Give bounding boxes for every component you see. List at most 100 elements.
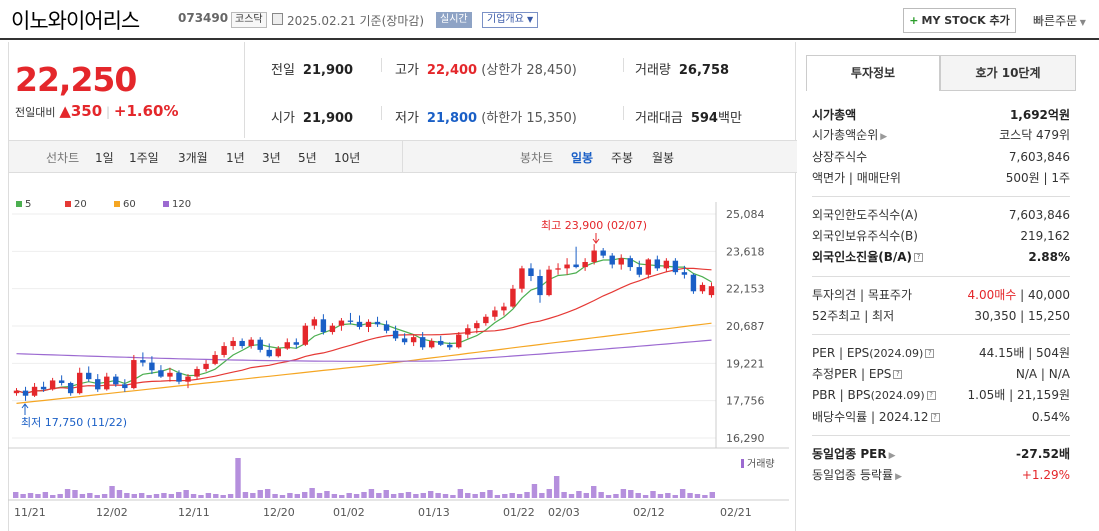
volume-bar xyxy=(672,495,678,498)
volume-bar xyxy=(64,489,71,498)
y-tick-label: 19,221 xyxy=(726,357,765,370)
candle-daily[interactable]: 일봉 xyxy=(571,151,594,165)
calendar-icon xyxy=(272,13,283,25)
volume-bar xyxy=(657,494,664,498)
candle-body xyxy=(654,259,661,269)
ma20-line xyxy=(16,267,712,394)
candle-body xyxy=(708,286,715,296)
volume-bar xyxy=(287,493,293,498)
chart-legend: 5 20 60 120 xyxy=(16,199,191,210)
help-icon: ? xyxy=(926,391,936,400)
candle-weekly[interactable]: 주봉 xyxy=(611,151,634,165)
legend-label: 20 xyxy=(74,199,87,210)
candle-body xyxy=(501,306,507,311)
period-10y[interactable]: 10년 xyxy=(334,151,361,165)
candle-body xyxy=(329,325,336,333)
volume-bar xyxy=(242,492,249,498)
opinion-row: 투자의견 | 목표주가 4.00매수 | 40,000 xyxy=(812,288,1070,302)
help-icon: ? xyxy=(930,413,940,422)
open-price: 시가 21,900 xyxy=(271,111,354,126)
period-5y[interactable]: 5년 xyxy=(298,151,317,165)
candle-body xyxy=(95,379,101,390)
volume-bar xyxy=(153,494,160,498)
volume-bar xyxy=(591,486,597,498)
volume-bar xyxy=(339,495,345,498)
candle-body xyxy=(293,342,300,345)
help-icon: ? xyxy=(914,253,924,262)
ma120-line xyxy=(16,339,712,362)
volume-bar xyxy=(42,492,49,498)
chart-panel: 22,250 전일대비 ▲350 | +1.60% 전일 21,900 고가 22,… xyxy=(8,42,797,531)
volume-bar xyxy=(709,492,715,498)
tab-invest-info[interactable]: 투자정보 xyxy=(806,55,940,91)
chevron-right-icon: ▶ xyxy=(895,472,903,482)
candle-body xyxy=(699,284,706,292)
info-tabs: 투자정보 호가 10단계 xyxy=(806,55,1076,91)
volume-bar xyxy=(420,493,426,498)
volume-bar xyxy=(390,494,397,498)
add-mystock-button[interactable]: + MY STOCK 추가 xyxy=(903,8,1016,33)
volume-bar xyxy=(398,493,404,498)
candle-monthly[interactable]: 월봉 xyxy=(652,151,675,165)
volume-bar xyxy=(694,494,701,498)
quick-order-button[interactable]: 빠른주문 ▼ xyxy=(1033,12,1086,29)
volume-bar xyxy=(457,489,464,498)
candle-body xyxy=(266,349,272,357)
volume-bar xyxy=(138,493,145,498)
candle-body xyxy=(546,269,552,296)
corp-overview-dropdown[interactable]: 기업개요 ▼ xyxy=(482,12,539,28)
sector-rate-row: 동일업종 등락률 ▶ +1.29% xyxy=(812,468,1070,482)
volume-bar xyxy=(87,493,93,498)
candle-body xyxy=(392,330,399,339)
volume-bar xyxy=(35,494,41,498)
current-price-box: 22,250 전일대비 ▲350 | +1.60% xyxy=(9,42,245,138)
candle-body xyxy=(194,368,200,377)
candle-body xyxy=(519,268,525,289)
candle-body xyxy=(248,339,254,347)
volume-bar xyxy=(79,494,86,498)
x-tick-label: 02/12 xyxy=(633,506,665,519)
volume-bar xyxy=(176,492,182,498)
candle-body xyxy=(537,275,543,296)
candle-body xyxy=(428,340,435,348)
change-label: 전일대비 xyxy=(15,106,56,119)
volume-bar xyxy=(531,484,538,498)
realtime-button[interactable]: 실시간 xyxy=(436,12,472,28)
period-3m[interactable]: 3개월 xyxy=(178,151,208,165)
foreign-rate-row: 외국인소진율(B/A)? 2.88% xyxy=(812,250,1070,264)
tab-orderbook[interactable]: 호가 10단계 xyxy=(940,55,1076,91)
foreign-limit-row: 외국인한도주식수(A) 7,603,846 xyxy=(812,208,1070,222)
volume: 거래량 26,758 xyxy=(635,63,730,78)
sector-per-row: 동일업종 PER ▶ -27.52배 xyxy=(812,447,1070,461)
period-3y[interactable]: 3년 xyxy=(262,151,281,165)
trade-amount: 거래대금 594백만 xyxy=(635,111,742,126)
chart-period-bar: 선차트 1일 1주일 3개월 1년 3년 5년 10년 봉차트 일봉 주봉 월봉 xyxy=(9,140,797,173)
corp-overview-label: 기업개요 xyxy=(487,14,524,25)
period-1y[interactable]: 1년 xyxy=(226,151,245,165)
max-price-label: 최고 23,900 (02/07) xyxy=(541,219,647,232)
volume-bar xyxy=(435,493,441,498)
candle-body xyxy=(564,264,570,269)
annotations: 최고 23,900 (02/07) 최저 17,750 (11/22) xyxy=(21,219,647,429)
candle-body xyxy=(555,268,561,270)
line-chart-label: 선차트 xyxy=(46,151,80,165)
x-tick-label: 02/03 xyxy=(548,506,580,519)
volume-bar xyxy=(324,491,330,498)
candle-body xyxy=(275,348,281,357)
period-1w[interactable]: 1주일 xyxy=(129,151,159,165)
x-tick-label: 12/20 xyxy=(263,506,295,519)
legend-swatch xyxy=(163,201,169,207)
volume-bar xyxy=(405,492,412,498)
candle-body xyxy=(456,334,462,348)
stock-chart[interactable]: 5 20 60 120 25,084 23,618 22,153 20,687 19,221 1… xyxy=(8,190,789,531)
candle-body xyxy=(618,258,624,265)
period-1d[interactable]: 1일 xyxy=(95,151,114,165)
stock-code: 073490 xyxy=(178,11,229,25)
volume-bar xyxy=(487,490,493,498)
candle-body xyxy=(645,259,652,275)
chevron-down-icon: ▼ xyxy=(1077,18,1086,27)
volume-legend-swatch xyxy=(741,459,744,468)
candle-body xyxy=(338,320,345,326)
candle-body xyxy=(49,380,56,390)
volume-bar xyxy=(450,495,456,498)
